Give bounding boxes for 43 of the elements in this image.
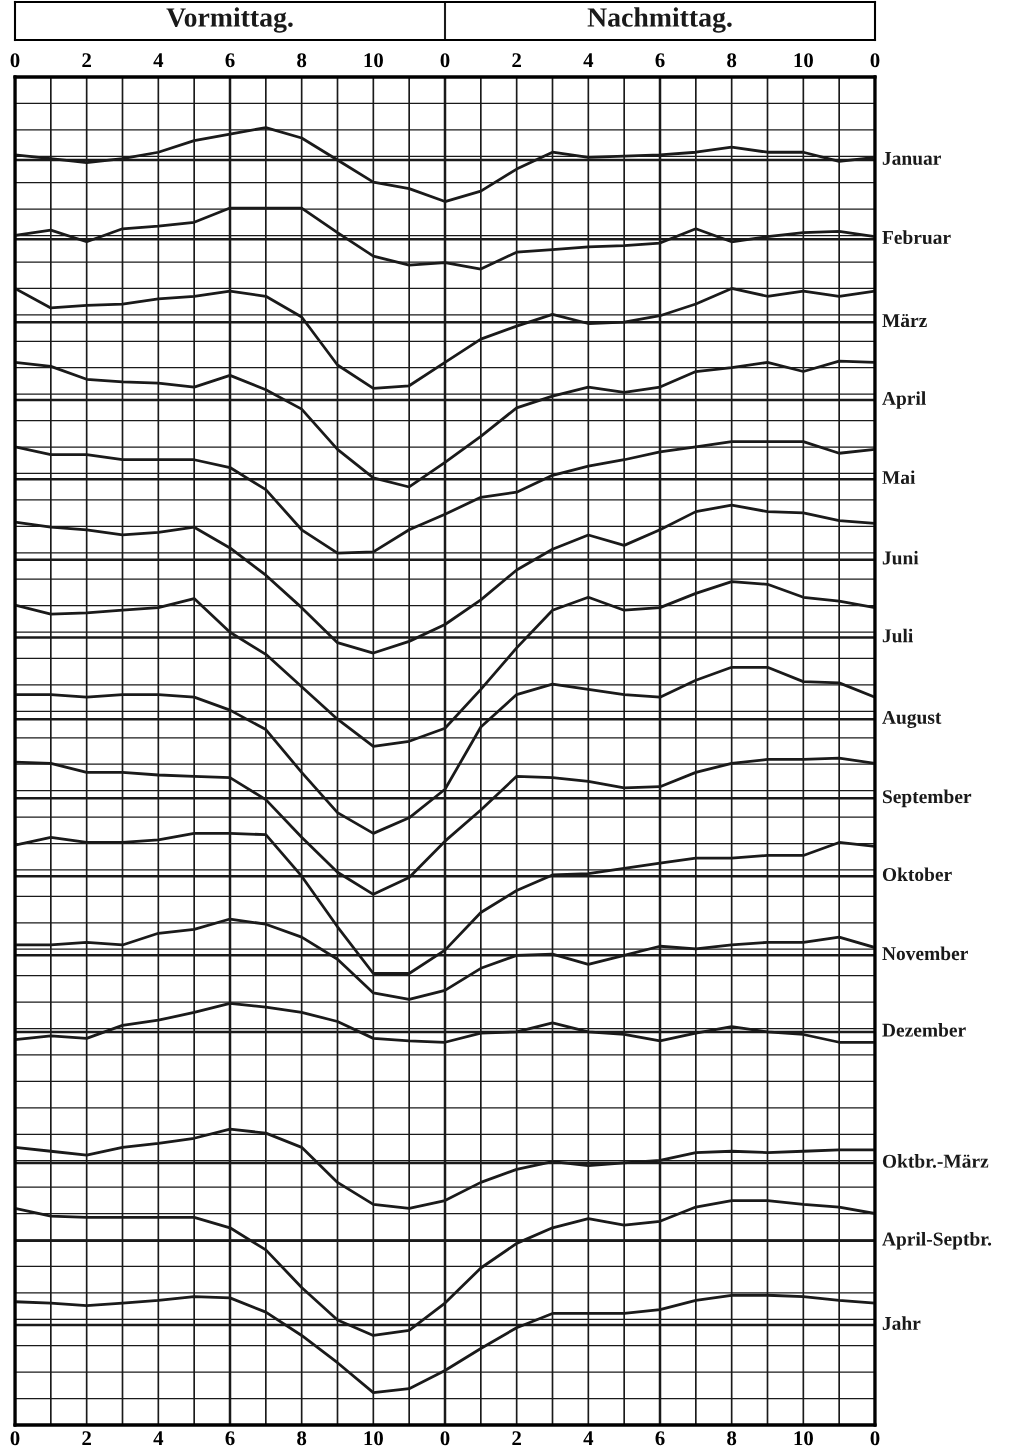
x-tick-label: 6 [225,1431,235,1446]
series-label: August [882,710,942,729]
series-label: Oktober [882,867,952,882]
category-label: 6 [225,53,235,68]
category-label: 4 [583,53,594,68]
series-label: März [882,313,927,328]
series-label: Mai [882,470,916,485]
x-tick-label: 0 [870,1431,880,1446]
category-label: 10 [364,53,383,68]
category-label: 2 [512,53,521,68]
x-tick-label: 2 [512,1431,521,1446]
series-label: April [882,391,926,409]
series-label: Februar [882,230,951,245]
category-label: 0 [870,53,880,68]
category-label: 0 [440,53,450,68]
series-label: April-Septbr. [882,1231,992,1250]
x-tick-label: 10 [794,1431,813,1446]
category-label: 0 [10,53,20,68]
text: Vormittag. [166,7,293,33]
series-label: Januar [882,151,941,165]
x-tick-label: 0 [10,1431,20,1446]
category-label: 4 [153,53,164,68]
series-label: Dezember [882,1023,966,1037]
x-tick-label: 6 [655,1431,665,1446]
category-label: 2 [82,53,91,68]
x-tick-label: 8 [297,1431,307,1446]
category-label: 6 [655,53,665,68]
series-label: Juli [882,628,913,643]
series-label: Oktbr.-März [882,1154,989,1168]
category-label: 10 [794,53,813,68]
series-label: September [882,789,972,808]
x-tick-label: 0 [440,1431,450,1446]
series-label: Juni [882,550,919,565]
category-label: 8 [297,53,307,68]
series-label: November [882,946,968,961]
x-tick-label: 4 [153,1431,164,1446]
category-label: 8 [727,53,737,68]
text: Nachmittag. [587,7,732,33]
x-tick-label: 4 [583,1431,594,1446]
series-label: Jahr [882,1316,921,1330]
x-tick-label: 8 [727,1431,737,1446]
x-tick-label: 10 [364,1431,383,1446]
x-tick-label: 2 [82,1431,91,1446]
